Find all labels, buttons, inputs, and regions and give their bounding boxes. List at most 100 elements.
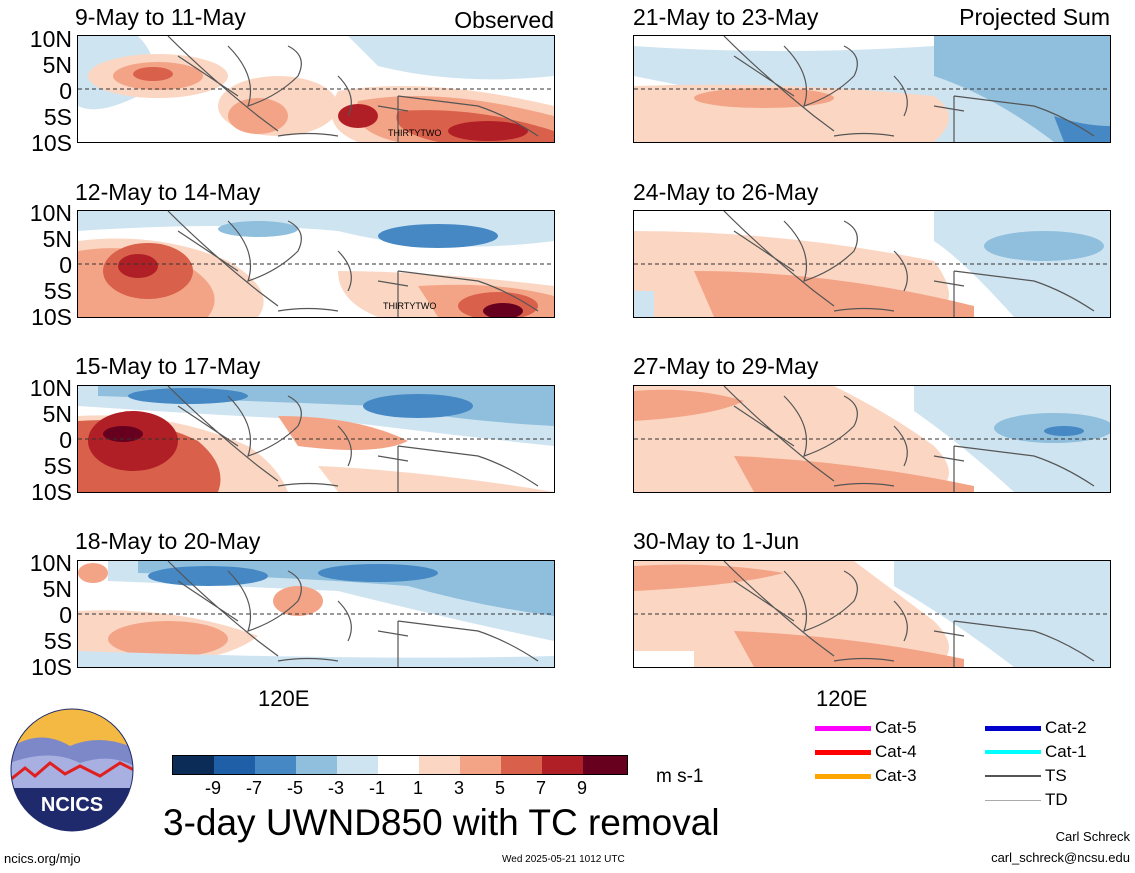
wind-map-obs2: THIRTYTWO	[78, 211, 554, 317]
panel-title-proj3: 27-May to 29-May	[633, 353, 819, 379]
wind-map-obs4	[78, 561, 554, 667]
lat-label: 10S	[31, 130, 72, 156]
storm-label: THIRTYTWO	[388, 128, 441, 138]
panel-title-proj4: 30-May to 1-Jun	[633, 528, 800, 554]
lat-label: 5N	[42, 52, 72, 78]
colorbar-label: -1	[368, 778, 385, 798]
legend-line	[815, 749, 871, 755]
colorbar-swatch	[542, 756, 584, 774]
lat-label: 0	[59, 427, 72, 453]
colorbar-swatch	[460, 756, 502, 774]
lat-axis-row4: 10N 5N 0 5S 10S	[10, 550, 72, 680]
lat-label: 0	[59, 602, 72, 628]
colorbar-label: 7	[535, 778, 546, 798]
lat-axis-row3: 10N 5N 0 5S 10S	[10, 375, 72, 505]
lat-label: 5S	[43, 453, 72, 479]
colorbar-swatch	[419, 756, 461, 774]
lat-label: 10S	[31, 304, 72, 330]
panel-title-proj2: 24-May to 26-May	[633, 179, 819, 205]
legend-item-td: TD	[985, 790, 1068, 810]
lat-axis-row1: 10N 5N 0 5S 10S	[10, 26, 72, 156]
timestamp: Wed 2025-05-21 1012 UTC	[502, 854, 625, 865]
map-panel-obs2: THIRTYTWO	[77, 210, 555, 318]
panel-title-obs3: 15-May to 17-May	[75, 353, 261, 379]
lat-label: 10N	[29, 26, 72, 52]
legend-line	[985, 775, 1041, 777]
lat-label: 5N	[42, 401, 72, 427]
wind-map-proj4	[634, 561, 1110, 667]
storm-label: THIRTYTWO	[383, 301, 436, 311]
map-panel-proj3	[633, 385, 1111, 493]
lat-label: 5N	[42, 576, 72, 602]
colorbar-swatch	[583, 756, 627, 774]
lat-label: 5N	[42, 226, 72, 252]
colorbar-swatch	[296, 756, 338, 774]
lat-label: 10N	[29, 375, 72, 401]
map-panel-proj1	[633, 35, 1111, 143]
author-name: Carl Schreck	[1055, 829, 1130, 844]
legend-label: Cat-4	[875, 742, 917, 761]
map-panel-obs3	[77, 385, 555, 493]
panel-title-obs2: 12-May to 14-May	[75, 179, 261, 205]
wind-map-proj3	[634, 386, 1110, 492]
colorbar-swatch	[255, 756, 297, 774]
legend-label: Cat-2	[1045, 718, 1087, 737]
logo-text: NCICS	[41, 794, 103, 816]
wind-map-obs1: THIRTYTWO	[78, 36, 554, 142]
wind-map-proj1	[634, 36, 1110, 142]
colorbar-label: -5	[286, 778, 303, 798]
legend-label: Cat-1	[1045, 742, 1087, 761]
legend-line	[985, 799, 1041, 801]
legend-line	[985, 725, 1041, 731]
colorbar-label: 5	[494, 778, 505, 798]
colorbar-units: m s-1	[656, 766, 704, 787]
colorbar-swatch	[173, 756, 215, 774]
main-title: 3-day UWND850 with TC removal	[163, 802, 720, 843]
map-panel-proj4	[633, 560, 1111, 668]
lat-axis-row2: 10N 5N 0 5S 10S	[10, 200, 72, 330]
legend-item-cat4: Cat-4	[815, 742, 917, 762]
legend-line	[815, 773, 871, 779]
legend-item-cat3: Cat-3	[815, 766, 917, 786]
colorbar-swatch	[501, 756, 543, 774]
map-panel-obs1: THIRTYTWO	[77, 35, 555, 143]
legend-label: TS	[1045, 766, 1067, 785]
wind-map-obs3	[78, 386, 554, 492]
colorbar-label: -3	[327, 778, 344, 798]
lat-label: 10N	[29, 550, 72, 576]
colorbar	[172, 755, 628, 775]
legend-line	[985, 750, 1041, 754]
projected-column-title: Projected Sum	[959, 4, 1110, 30]
colorbar-label: 1	[412, 778, 423, 798]
legend-label: Cat-3	[875, 766, 917, 785]
wind-map-proj2	[634, 211, 1110, 317]
lon-label-right: 120E	[816, 686, 868, 711]
map-panel-proj2	[633, 210, 1111, 318]
colorbar-swatch	[378, 756, 420, 774]
legend-line	[815, 725, 871, 731]
legend-item-cat5: Cat-5	[815, 718, 917, 738]
colorbar-label: 9	[576, 778, 587, 798]
footer-url[interactable]: ncics.org/mjo	[4, 851, 81, 866]
lat-label: 10N	[29, 200, 72, 226]
legend-item-cat2: Cat-2	[985, 718, 1087, 738]
panel-title-proj1: 21-May to 23-May	[633, 4, 819, 30]
legend-label: Cat-5	[875, 718, 917, 737]
colorbar-swatch	[337, 756, 379, 774]
lon-label-left: 120E	[258, 686, 310, 711]
lat-label: 5S	[43, 104, 72, 130]
lat-label: 0	[59, 78, 72, 104]
ncics-logo: NCICS	[10, 708, 134, 832]
colorbar-labels: -9 -7 -5 -3 -1 1 3 5 7 9	[172, 778, 632, 800]
lat-label: 10S	[31, 654, 72, 680]
colorbar-label: -7	[245, 778, 262, 798]
legend-label: TD	[1045, 790, 1068, 809]
lat-label: 5S	[43, 278, 72, 304]
author-email[interactable]: carl_schreck@ncsu.edu	[991, 850, 1130, 865]
lat-label: 5S	[43, 628, 72, 654]
colorbar-label: 3	[453, 778, 464, 798]
map-panel-obs4	[77, 560, 555, 668]
panel-title-obs1: 9-May to 11-May	[75, 4, 246, 30]
lat-label: 10S	[31, 479, 72, 505]
observed-column-title: Observed	[454, 7, 554, 33]
